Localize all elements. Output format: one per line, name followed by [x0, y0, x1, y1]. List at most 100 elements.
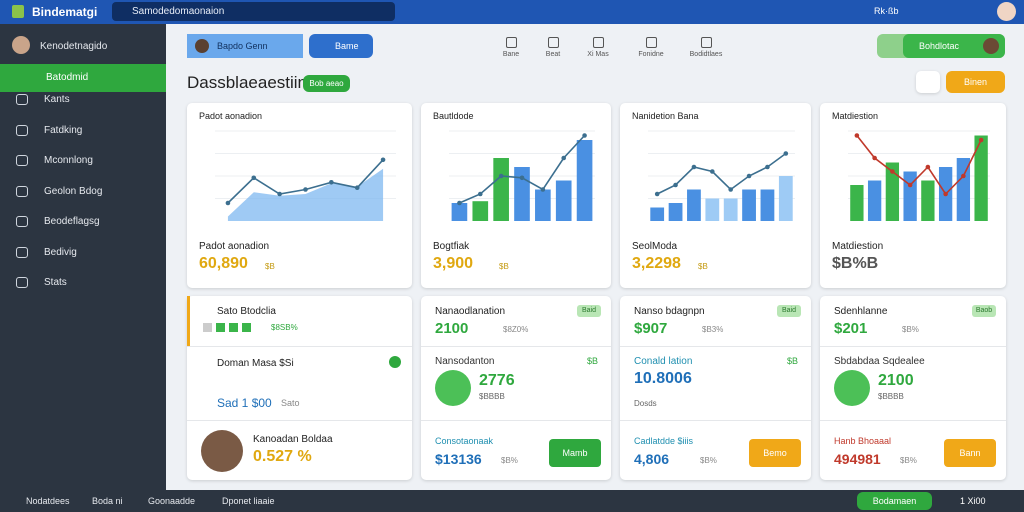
- bar: [903, 171, 917, 221]
- tool-icon[interactable]: [701, 37, 712, 48]
- foot-text: Cadlatdde $iiis: [634, 436, 694, 446]
- tool-icon[interactable]: [506, 37, 517, 48]
- stat: 2100: [435, 320, 469, 337]
- square: [242, 323, 251, 332]
- card-stat: $8SB%: [271, 323, 298, 332]
- nav-item[interactable]: Mconnlong: [44, 155, 93, 166]
- tool-button[interactable]: Bohdlotac: [877, 34, 1005, 58]
- chart: [449, 130, 595, 221]
- point: [329, 180, 334, 185]
- chart-unit: $B: [265, 262, 275, 271]
- big-sub: $BBBB: [479, 392, 505, 401]
- point: [582, 133, 587, 138]
- nav-item[interactable]: Kants: [44, 94, 70, 105]
- point: [654, 191, 660, 197]
- footer-item[interactable]: Goonaadde: [148, 496, 196, 506]
- tool-text: Fonidne: [638, 51, 664, 58]
- bar: [867, 180, 882, 221]
- point: [710, 169, 715, 174]
- square: [216, 323, 225, 332]
- point: [728, 187, 733, 192]
- action-button[interactable]: Binen: [946, 71, 1005, 93]
- button[interactable]: Mamb: [549, 439, 601, 467]
- chart-card: Matdiestion Matdiestion $B%B: [820, 103, 1006, 288]
- avatar: [201, 430, 243, 472]
- bar: [850, 185, 864, 221]
- tool-icon[interactable]: [646, 37, 657, 48]
- nav-active[interactable]: Batodmid: [0, 64, 166, 92]
- foot-sub: $B%: [900, 456, 917, 465]
- nav-item[interactable]: Bedivig: [44, 246, 77, 258]
- button[interactable]: Bemo: [749, 439, 801, 467]
- tool-text: Beat: [545, 51, 561, 58]
- info-card: Sato Btodclia $8SB% Doman Masa $Si Sad 1 $0…: [187, 296, 412, 480]
- bar: [742, 189, 756, 221]
- chart-value: 60,890: [199, 255, 248, 272]
- big-value: 2100: [878, 372, 914, 389]
- sep: [187, 346, 412, 347]
- chart-title: Matdiestion: [832, 111, 879, 121]
- footer-item[interactable]: Dponet liaaie: [222, 496, 275, 506]
- chart-title: Padot aonadion: [199, 111, 263, 121]
- sidebar: Kenodetnagido Batodmid Kants Fatdking Mcon…: [0, 24, 166, 490]
- sep: [187, 420, 412, 421]
- foot-value: 4,806: [634, 451, 670, 467]
- bar: [493, 158, 509, 221]
- chart-label: Matdiestion: [832, 241, 884, 252]
- footer-item[interactable]: Boda ni: [92, 496, 123, 506]
- point: [225, 200, 231, 206]
- big-sub: $BBBB: [878, 392, 904, 401]
- bar: [555, 180, 572, 221]
- footer-button[interactable]: Bodamaen: [857, 492, 932, 510]
- sep: [421, 420, 611, 421]
- point: [691, 164, 697, 170]
- chart-card: Padot aonadion Padot aonadion 60,890 $B: [187, 103, 412, 288]
- chart-value: 3,900: [433, 255, 474, 272]
- info-card: Nanso bdagnpn Baid $907 $B3% Conald lation $B…: [620, 296, 811, 480]
- nav-item[interactable]: Geolon Bdog: [44, 185, 103, 197]
- sep: [620, 346, 811, 347]
- big-value: 10.8006: [634, 370, 692, 387]
- tool-button[interactable]: Bame: [309, 34, 373, 58]
- point: [251, 175, 257, 181]
- tool-icon[interactable]: [548, 37, 559, 48]
- bar: [687, 189, 701, 221]
- nav-item[interactable]: Beodeflagsg: [44, 216, 100, 227]
- sep: [421, 346, 611, 347]
- chart-card: Bautldode Bogtfiak 3,900 $B: [421, 103, 611, 288]
- card-title: Nanaodlanation: [435, 306, 506, 317]
- foot-value: $13136: [435, 451, 482, 467]
- back-button[interactable]: [916, 71, 940, 93]
- point: [854, 133, 860, 138]
- bar: [974, 135, 988, 221]
- nav-item[interactable]: Stats: [44, 277, 67, 288]
- chart-card: Nanidetion Bana SeolModa 3,2298 $B: [620, 103, 811, 288]
- accent: [187, 296, 190, 346]
- chart: [215, 130, 396, 221]
- avatar[interactable]: [997, 2, 1016, 21]
- tool-icon[interactable]: [593, 37, 604, 48]
- tool-text: Bane: [502, 51, 520, 58]
- badge: Bob aeao: [303, 75, 350, 92]
- bar: [760, 189, 775, 221]
- badge: Baid: [577, 305, 601, 317]
- tool-button[interactable]: Bapdo Genn: [187, 34, 303, 58]
- nav-icon: [16, 94, 28, 105]
- tool-label: Bapdo Genn: [217, 41, 268, 51]
- footer-item[interactable]: Nodatdees: [26, 496, 70, 506]
- button[interactable]: Bann: [944, 439, 996, 467]
- bar: [921, 180, 935, 221]
- bar: [705, 198, 720, 221]
- line: [856, 135, 982, 196]
- sep: [620, 420, 811, 421]
- search[interactable]: Samodedomaonaion: [112, 2, 395, 21]
- page-title: Dassblaeaestiin: [187, 73, 308, 92]
- brand: Bindematgi: [32, 5, 98, 19]
- point: [354, 185, 360, 190]
- nav-label: Batodmid: [46, 72, 89, 83]
- point: [457, 200, 462, 206]
- tool-label: Bame: [335, 41, 359, 51]
- nav-item[interactable]: Fatdking: [44, 124, 83, 136]
- profile-avatar: [12, 36, 30, 54]
- point: [380, 157, 386, 163]
